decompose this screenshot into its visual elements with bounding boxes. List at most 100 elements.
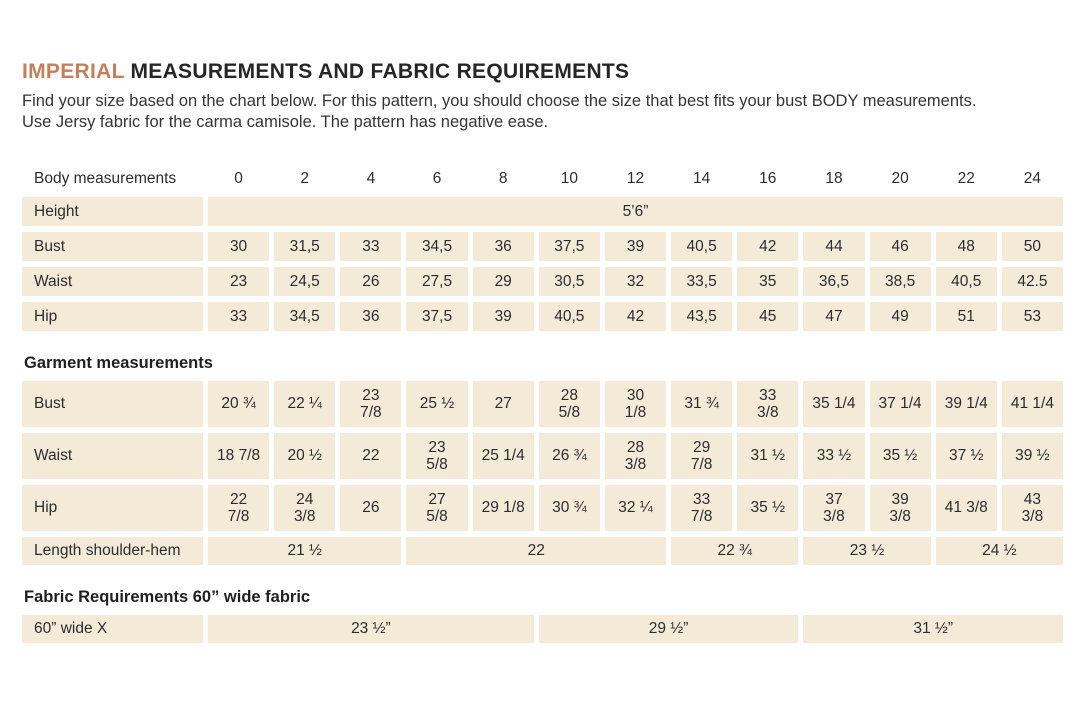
fabric-cell: 31 ½” <box>803 614 1063 643</box>
length-cell: 23 ½ <box>803 536 931 565</box>
page-title: IMPERIAL MEASUREMENTS AND FABRIC REQUIRE… <box>22 60 1063 84</box>
body-hip-cell: 37,5 <box>406 301 468 331</box>
garment-bust-cell: 41 1/4 <box>1001 380 1063 427</box>
page-title-rest: MEASUREMENTS AND FABRIC REQUIREMENTS <box>124 60 630 83</box>
garment-bust-cell: 20 ¾ <box>208 380 270 427</box>
body-bust-cell: 37,5 <box>538 231 600 261</box>
fabric-cell: 23 ½” <box>208 614 534 643</box>
size-header-4: 4 <box>366 170 376 188</box>
garment-bust-cell: 39 1/4 <box>935 380 997 427</box>
body-measurements-header: Body measurements <box>34 170 177 188</box>
body-bust-cell: 40,5 <box>671 231 733 261</box>
size-header-10: 10 <box>560 170 578 188</box>
garment-bust-cell: 35 1/4 <box>803 380 865 427</box>
body-waist-cell: 24,5 <box>274 266 336 296</box>
body-hip-cell: 42 <box>604 301 667 331</box>
garment-waist-cell: 18 7/8 <box>208 432 270 479</box>
garment-hip-cell: 26 <box>340 484 402 531</box>
body-bust-cell: 44 <box>803 231 865 261</box>
size-header-12: 12 <box>626 170 645 188</box>
intro-line-1: Find your size based on the chart below.… <box>22 92 977 110</box>
body-hip-cell: 39 <box>472 301 534 331</box>
size-header-24: 24 <box>1023 170 1042 188</box>
body-waist-cell: 26 <box>340 266 402 296</box>
body-waist-cell: 29 <box>472 266 534 296</box>
garment-waist-cell: 29 7/8 <box>671 432 733 479</box>
body-waist-cell: 36,5 <box>803 266 865 296</box>
row-label-body-waist: Waist <box>22 266 203 296</box>
row-label-body-hip: Hip <box>22 301 203 331</box>
garment-waist-cell: 22 <box>340 432 402 479</box>
garment-measurements-header: Garment measurements <box>24 353 213 372</box>
size-header-22: 22 <box>957 170 975 188</box>
garment-bust-cell: 22 ¼ <box>274 380 336 427</box>
size-header-14: 14 <box>693 170 711 188</box>
body-hip-cell: 40,5 <box>538 301 600 331</box>
body-bust-cell: 39 <box>604 231 667 261</box>
garment-bust-cell: 25 ½ <box>406 380 468 427</box>
body-bust-cell: 36 <box>472 231 534 261</box>
body-waist-cell: 38,5 <box>869 266 931 296</box>
body-bust-cell: 34,5 <box>406 231 468 261</box>
size-header-16: 16 <box>759 170 777 188</box>
body-hip-cell: 53 <box>1001 301 1063 331</box>
garment-hip-cell: 43 3/8 <box>1001 484 1063 531</box>
garment-hip-cell: 24 3/8 <box>274 484 336 531</box>
body-hip-cell: 47 <box>803 301 865 331</box>
row-label-garment-bust: Bust <box>22 380 203 427</box>
body-waist-cell: 33,5 <box>671 266 733 296</box>
body-waist-cell: 40,5 <box>935 266 997 296</box>
size-header-0: 0 <box>234 170 243 188</box>
size-header-18: 18 <box>825 170 843 188</box>
garment-waist-cell: 25 1/4 <box>472 432 534 479</box>
garment-hip-cell: 22 7/8 <box>208 484 270 531</box>
row-label-fabric-width: 60” wide X <box>22 614 203 643</box>
garment-hip-cell: 37 3/8 <box>803 484 865 531</box>
size-header-2: 2 <box>300 170 310 188</box>
measurement-table: Body measurements 0 2 4 6 8 10 12 14 16 … <box>22 167 1063 643</box>
size-header-8: 8 <box>498 170 508 188</box>
garment-waist-cell: 33 ½ <box>803 432 865 479</box>
row-label-garment-waist: Waist <box>22 432 203 479</box>
body-bust-cell: 46 <box>869 231 931 261</box>
body-waist-cell: 30,5 <box>538 266 600 296</box>
fabric-requirements-header: Fabric Requirements 60” wide fabric <box>24 587 311 606</box>
height-value: 5’6” <box>208 196 1063 226</box>
body-bust-cell: 50 <box>1001 231 1063 261</box>
garment-hip-cell: 41 3/8 <box>935 484 997 531</box>
body-hip-cell: 45 <box>737 301 799 331</box>
garment-waist-cell: 28 3/8 <box>604 432 667 479</box>
fabric-cell: 29 ½” <box>538 614 799 643</box>
body-waist-cell: 23 <box>208 266 270 296</box>
garment-bust-cell: 31 ¾ <box>671 380 733 427</box>
size-chart-page: IMPERIAL MEASUREMENTS AND FABRIC REQUIRE… <box>22 60 1063 643</box>
body-hip-cell: 49 <box>869 301 931 331</box>
garment-hip-cell: 35 ½ <box>737 484 799 531</box>
body-hip-cell: 34,5 <box>274 301 336 331</box>
body-waist-cell: 42.5 <box>1001 266 1063 296</box>
row-label-body-bust: Bust <box>22 231 203 261</box>
size-header-20: 20 <box>891 170 909 188</box>
length-cell: 22 ¾ <box>671 536 799 565</box>
body-bust-cell: 31,5 <box>274 231 336 261</box>
body-waist-cell: 35 <box>737 266 799 296</box>
garment-waist-cell: 39 ½ <box>1001 432 1063 479</box>
garment-waist-cell: 31 ½ <box>737 432 799 479</box>
body-hip-cell: 33 <box>208 301 270 331</box>
garment-hip-cell: 30 ¾ <box>538 484 600 531</box>
body-bust-cell: 48 <box>935 231 997 261</box>
row-label-height: Height <box>22 196 203 226</box>
row-label-length: Length shoulder-hem <box>22 536 203 565</box>
body-bust-cell: 33 <box>340 231 402 261</box>
body-hip-cell: 36 <box>340 301 402 331</box>
length-cell: 24 ½ <box>935 536 1063 565</box>
garment-waist-cell: 37 ½ <box>935 432 997 479</box>
page-title-highlight: IMPERIAL <box>22 60 125 83</box>
garment-waist-cell: 26 ¾ <box>538 432 600 479</box>
garment-bust-cell: 27 <box>472 380 534 427</box>
garment-hip-cell: 39 3/8 <box>869 484 931 531</box>
garment-bust-cell: 33 3/8 <box>737 380 799 427</box>
body-hip-cell: 43,5 <box>671 301 733 331</box>
intro-line-2: Use Jersy fabric for the carma camisole.… <box>22 113 549 132</box>
garment-bust-cell: 23 7/8 <box>340 380 402 427</box>
